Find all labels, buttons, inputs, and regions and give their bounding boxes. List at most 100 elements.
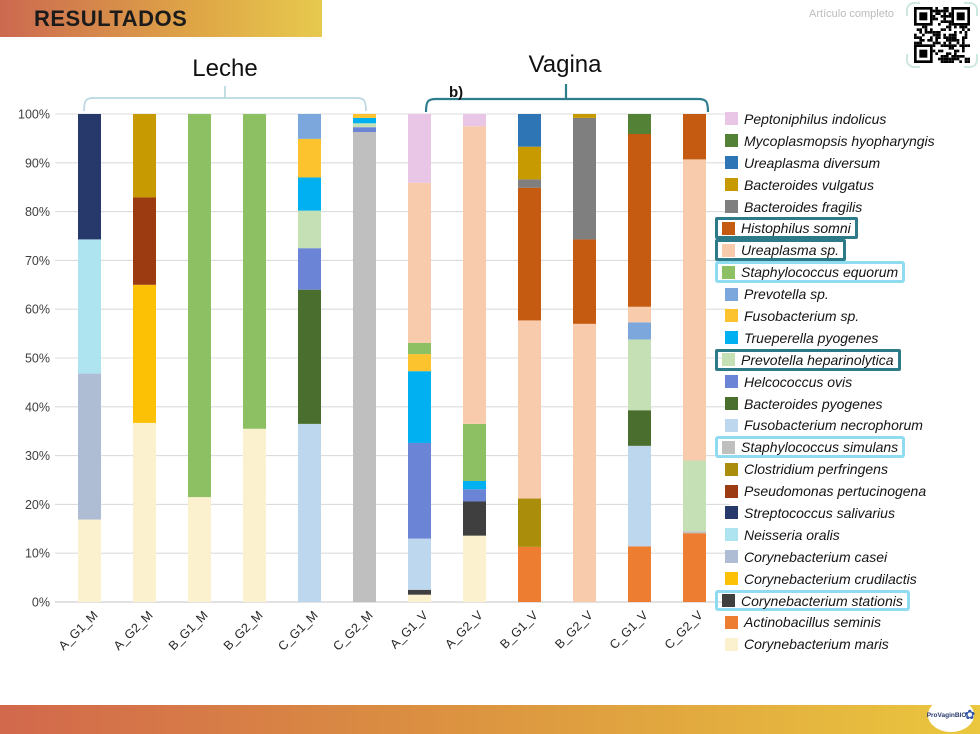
qr-module — [956, 49, 960, 53]
legend-label-hyopharyngis: Mycoplasmopsis hyopharyngis — [744, 132, 935, 149]
x-tick-label-C_G2_M: C_G2_M — [330, 608, 375, 653]
qr-module — [954, 25, 957, 29]
legend-label-perfringens: Clostridium perfringens — [744, 461, 888, 478]
qr-corner-mark — [964, 54, 978, 68]
bar-segment-A_G1_V-ovis — [408, 442, 431, 539]
y-tick-label: 0% — [32, 596, 50, 610]
qr-module — [956, 12, 965, 21]
qr-module — [919, 49, 928, 58]
qr-module — [948, 33, 952, 37]
qr-module — [940, 49, 944, 53]
qr-module — [916, 36, 920, 39]
qr-module — [962, 25, 965, 29]
bar-segment-A_G1_V-indolicus — [408, 114, 431, 183]
qr-module — [948, 25, 952, 29]
qr-module — [951, 60, 954, 63]
qr-module — [946, 44, 949, 47]
bar-segment-C_G1_V-heparinolytica — [628, 339, 651, 411]
bar-segment-C_G1_M-pyogenes_t — [298, 177, 321, 211]
legend-swatch-fusobacterium_sp — [725, 309, 738, 323]
legend-swatch-ovis — [725, 375, 738, 389]
qr-module — [938, 9, 941, 13]
legend-swatch-salivarius — [725, 506, 738, 520]
qr-module — [948, 36, 952, 39]
legend-label-prevotella_sp: Prevotella sp. — [744, 286, 829, 303]
qr-panel — [906, 2, 978, 68]
qr-module — [943, 44, 946, 47]
qr-module — [935, 17, 938, 21]
bar-segment-C_G2_M-fusobacterium_sp — [353, 114, 376, 118]
bar-segment-C_G1_V-ureaplasma_sp — [628, 306, 651, 323]
qr-module — [938, 41, 941, 45]
qr-module — [951, 47, 954, 50]
qr-module — [932, 17, 936, 21]
qr-code-icon — [914, 7, 970, 63]
x-tick-label-A_G2_V: A_G2_V — [442, 608, 486, 652]
group-label-vagina: Vagina — [528, 51, 602, 78]
legend-swatch-pertucinogena — [725, 484, 738, 498]
qr-module — [932, 9, 936, 13]
bar-segment-C_G2_V-simulans — [683, 531, 706, 534]
qr-module — [951, 33, 954, 37]
qr-module — [948, 20, 952, 23]
qr-corner-mark — [906, 2, 920, 16]
qr-module — [935, 39, 938, 42]
qr-module — [930, 28, 933, 31]
bar-segment-B_G1_V-somni — [518, 187, 541, 321]
qr-module — [938, 31, 941, 34]
x-tick-label-A_G1_V: A_G1_V — [387, 608, 431, 652]
qr-module — [951, 44, 954, 47]
legend-swatch-oralis — [725, 528, 738, 542]
legend-label-heparinolytica: Prevotella heparinolytica — [741, 351, 894, 368]
qr-module — [959, 31, 962, 34]
qr-module — [922, 39, 925, 42]
y-tick-label: 50% — [25, 352, 50, 366]
bar-segment-A_G2_M-pertucinogena — [133, 197, 156, 285]
legend-swatch-heparinolytica — [722, 353, 735, 367]
qr-module — [932, 44, 936, 47]
qr-module — [946, 20, 949, 23]
bar-segment-B_G1_M-equorum — [188, 114, 211, 498]
qr-module — [930, 39, 933, 42]
qr-module — [943, 17, 946, 21]
qr-module — [962, 55, 965, 58]
qr-module — [943, 9, 946, 13]
qr-module — [940, 20, 944, 23]
legend-swatch-vulgatus — [725, 178, 738, 192]
bar-segment-C_G1_V-somni — [628, 134, 651, 307]
qr-module — [948, 41, 952, 45]
x-tick-label-C_G1_V: C_G1_V — [607, 608, 651, 652]
bar-segment-C_G2_M-pyogenes_t — [353, 117, 376, 124]
qr-module — [943, 33, 946, 37]
legend-swatch-necrophorum — [725, 418, 738, 432]
qr-module — [919, 28, 922, 31]
qr-module — [932, 31, 936, 34]
legend-item-necrophorum: Fusobacterium necrophorum — [722, 414, 930, 436]
bar-segment-A_G2_V-ureaplasma_sp — [463, 126, 486, 424]
qr-module — [948, 39, 952, 42]
legend-label-simulans: Staphylococcus simulans — [741, 439, 899, 456]
qr-module — [940, 60, 944, 63]
qr-module — [959, 44, 962, 47]
qr-module — [943, 15, 946, 18]
legend-label-somni: Histophilus somni — [741, 220, 851, 237]
legend-item-ovis: Helcococcus ovis — [722, 371, 859, 393]
x-tick-label-B_G1_M: B_G1_M — [166, 608, 211, 653]
bar-segment-C_G2_V-somni — [683, 114, 706, 160]
bar-segment-C_G1_M-heparinolytica — [298, 210, 321, 249]
qr-module — [935, 33, 938, 37]
qr-module — [943, 20, 946, 23]
legend-label-necrophorum: Fusobacterium necrophorum — [744, 417, 923, 434]
bar-segment-A_G1_V-maris — [408, 594, 431, 602]
qr-module — [935, 36, 938, 39]
bar-segment-B_G2_V-ureaplasma_sp — [573, 323, 596, 602]
qr-module — [935, 31, 938, 34]
qr-module — [946, 52, 949, 55]
bar-segment-C_G1_V-seminis — [628, 546, 651, 602]
footer-bar — [0, 705, 980, 734]
x-tick-label-B_G2_V: B_G2_V — [552, 608, 596, 652]
qr-module — [946, 39, 949, 42]
qr-module — [962, 49, 965, 53]
bar-segment-A_G1_M-maris — [78, 519, 101, 602]
